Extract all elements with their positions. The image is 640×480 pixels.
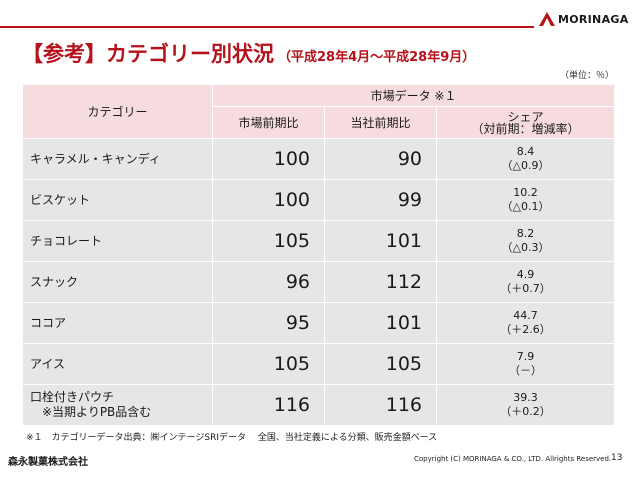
page-number: 13 <box>611 453 623 463</box>
category-label: アイス <box>30 356 66 371</box>
market-yoy-cell: 116 <box>212 384 325 426</box>
company-yoy-cell: 101 <box>324 302 437 344</box>
table-row: スナック 96 112 4.9 （＋0.7） <box>22 261 616 303</box>
category-label: 口栓付きパウチ <box>30 390 115 404</box>
header-category: カテゴリー <box>22 84 213 139</box>
copyright: Copyright (C) MORINAGA & CO., LTD. Allri… <box>414 455 612 463</box>
market-yoy-cell: 95 <box>212 302 325 344</box>
company-yoy-cell: 99 <box>324 179 437 221</box>
company-yoy-cell: 112 <box>324 261 437 303</box>
share-value: 10.2 <box>513 186 538 199</box>
page-title: 【参考】カテゴリー別状況 （平成28年4月～平成28年9月） <box>22 38 475 68</box>
header-market-data: 市場データ ※１ <box>211 84 616 107</box>
category-note: ※当期よりPB品含む <box>42 405 152 419</box>
angel-logo-icon <box>539 12 555 26</box>
header-share-sub: （対前期：増減率） <box>471 121 580 136</box>
share-change: （＋0.7） <box>500 282 551 295</box>
share-change: （△0.9） <box>501 159 550 172</box>
company-yoy-cell: 90 <box>324 138 437 180</box>
market-yoy-cell: 105 <box>212 343 325 385</box>
category-cell: ビスケット <box>22 179 213 221</box>
share-cell: 39.3 （＋0.2） <box>435 384 616 426</box>
share-value: 39.3 <box>513 391 538 404</box>
table-row: ビスケット 100 99 10.2 （△0.1） <box>22 179 616 221</box>
company-name: 森永製菓株式会社 <box>8 457 88 468</box>
header-market-yoy: 市場前期比 <box>212 106 325 139</box>
company-yoy-cell: 101 <box>324 220 437 262</box>
category-label: キャラメル・キャンディ <box>30 151 161 166</box>
footnote: ※１ カテゴリーデータ出典：㈱インテージSRIデータ 全国、当社定義による分類、… <box>26 433 438 443</box>
market-yoy-cell: 96 <box>212 261 325 303</box>
share-change: （△0.1） <box>501 200 550 213</box>
table-row: チョコレート 105 101 8.2 （△0.3） <box>22 220 616 262</box>
share-change: （＋2.6） <box>500 323 551 336</box>
morinaga-logo: MORINAGA <box>538 10 629 28</box>
share-cell: 44.7 （＋2.6） <box>435 302 616 344</box>
header-share: シェア （対前期：増減率） <box>435 106 616 139</box>
table-row: ココア 95 101 44.7 （＋2.6） <box>22 302 616 344</box>
share-value: 44.7 <box>513 309 538 322</box>
share-change: （△0.3） <box>501 241 550 254</box>
category-cell: スナック <box>22 261 213 303</box>
share-cell: 4.9 （＋0.7） <box>435 261 616 303</box>
share-cell: 10.2 （△0.1） <box>435 179 616 221</box>
category-cell: チョコレート <box>22 220 213 262</box>
share-value: 8.2 <box>516 227 535 240</box>
category-cell: 口栓付きパウチ ※当期よりPB品含む <box>22 384 213 426</box>
header-company-yoy: 当社前期比 <box>324 106 437 139</box>
share-value: 7.9 <box>516 350 535 363</box>
company-yoy-cell: 116 <box>324 384 437 426</box>
share-change: （＋0.2） <box>500 405 551 418</box>
market-yoy-cell: 100 <box>212 179 325 221</box>
share-cell: 8.2 （△0.3） <box>435 220 616 262</box>
table-row: 口栓付きパウチ ※当期よりPB品含む 116 116 39.3 （＋0.2） <box>22 384 616 426</box>
company-yoy-cell: 105 <box>324 343 437 385</box>
share-cell: 7.9 （－） <box>435 343 616 385</box>
category-cell: アイス <box>22 343 213 385</box>
title-main: 【参考】カテゴリー別状況 <box>22 42 274 66</box>
header-share-label: シェア <box>507 109 544 124</box>
category-label: チョコレート <box>30 233 103 248</box>
table-row: キャラメル・キャンディ 100 90 8.4 （△0.9） <box>22 138 616 180</box>
share-value: 8.4 <box>516 145 535 158</box>
category-label: ココア <box>30 315 67 330</box>
share-cell: 8.4 （△0.9） <box>435 138 616 180</box>
logo-text: MORINAGA <box>558 12 629 26</box>
category-cell: ココア <box>22 302 213 344</box>
header-rule <box>0 26 534 28</box>
table-row: アイス 105 105 7.9 （－） <box>22 343 616 385</box>
category-table: カテゴリー 市場データ ※１ 市場前期比 当社前期比 シェア （対前期：増減率）… <box>22 84 616 426</box>
title-period: （平成28年4月～平成28年9月） <box>278 50 476 65</box>
category-label: スナック <box>30 274 79 289</box>
market-yoy-cell: 100 <box>212 138 325 180</box>
category-cell: キャラメル・キャンディ <box>22 138 213 180</box>
share-value: 4.9 <box>516 268 535 281</box>
unit-note: （単位：％） <box>559 71 614 81</box>
category-label: ビスケット <box>30 192 91 207</box>
share-change: （－） <box>509 364 542 377</box>
header-bar <box>0 8 640 30</box>
market-yoy-cell: 105 <box>212 220 325 262</box>
